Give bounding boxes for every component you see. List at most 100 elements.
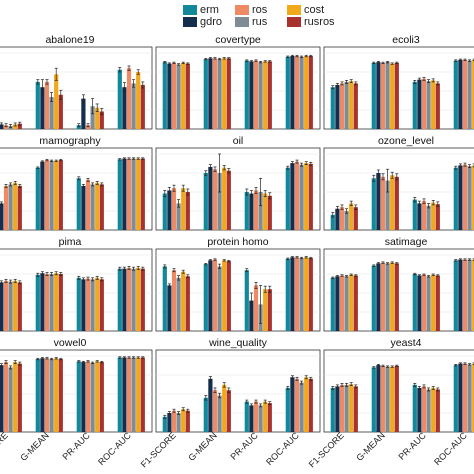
- bar: [217, 395, 222, 432]
- bar: [226, 261, 231, 331]
- bar: [290, 56, 295, 129]
- bar: [167, 413, 172, 432]
- bar: [212, 259, 218, 331]
- panel-frame: [0, 147, 153, 231]
- bar: [203, 173, 208, 230]
- panel-title: pima: [59, 236, 82, 248]
- bar: [81, 185, 86, 230]
- bar: [208, 58, 213, 129]
- bar: [462, 59, 468, 130]
- bar: [244, 270, 249, 331]
- bar: [171, 410, 177, 432]
- bar: [208, 260, 213, 331]
- bar: [304, 257, 309, 331]
- bar: [458, 259, 463, 331]
- bar: [308, 378, 313, 432]
- bar: [171, 188, 177, 230]
- bar: [263, 401, 268, 432]
- bar: [412, 199, 417, 230]
- legend-swatch-ros: [235, 5, 249, 15]
- bar: [44, 160, 50, 230]
- bar: [467, 166, 472, 230]
- bar: [304, 56, 309, 129]
- panel-title: mamography: [39, 135, 101, 147]
- bar: [353, 207, 358, 230]
- legend-swatch-gdro: [183, 17, 197, 27]
- bar: [49, 359, 54, 432]
- bar: [376, 173, 381, 230]
- legend-label-erm: erm: [200, 4, 219, 16]
- bar: [462, 363, 468, 432]
- legend-swatch-erm: [183, 5, 197, 15]
- bar: [390, 175, 395, 230]
- bar: [176, 64, 181, 129]
- bar: [335, 386, 340, 432]
- bar: [417, 79, 422, 129]
- bar: [99, 111, 104, 129]
- legend-label-rusros: rusros: [304, 16, 335, 28]
- bar: [330, 87, 335, 129]
- bar: [467, 60, 472, 129]
- bar: [35, 359, 40, 432]
- bar: [385, 62, 390, 130]
- bar: [3, 362, 9, 432]
- bar: [267, 403, 272, 432]
- bar: [13, 362, 18, 432]
- bar: [217, 173, 222, 230]
- bar: [371, 62, 376, 129]
- bar: [76, 361, 81, 432]
- bar: [212, 58, 218, 129]
- x-tick-label: G-MEAN: [354, 430, 387, 463]
- bar: [226, 170, 231, 230]
- legend-label-ros: ros: [252, 4, 268, 16]
- bar: [44, 81, 50, 129]
- bar: [244, 192, 249, 230]
- bar: [0, 203, 4, 230]
- bar: [58, 160, 63, 230]
- legend-swatch-rusros: [287, 17, 301, 27]
- bar: [390, 366, 395, 432]
- legend-label-cost: cost: [304, 4, 325, 16]
- bar: [162, 266, 167, 331]
- panel-title: yeast4: [391, 337, 422, 349]
- bar: [339, 83, 345, 129]
- bar: [244, 60, 249, 129]
- bar: [472, 165, 474, 230]
- bar: [217, 59, 222, 129]
- bar: [299, 258, 304, 331]
- bar: [385, 366, 390, 432]
- bar: [117, 268, 122, 331]
- bar: [294, 378, 300, 432]
- bar: [304, 377, 309, 432]
- bar: [117, 159, 122, 230]
- bar: [203, 59, 208, 129]
- bar: [417, 203, 422, 230]
- bar: [44, 274, 50, 331]
- x-tick-label: ROC-AUC: [96, 430, 133, 467]
- bar: [458, 59, 463, 130]
- legend-item-cost: cost: [287, 4, 324, 16]
- bar: [308, 56, 313, 129]
- bar: [253, 60, 259, 129]
- bar: [339, 207, 345, 230]
- bar: [35, 274, 40, 331]
- bar: [435, 389, 440, 432]
- bar: [344, 81, 349, 129]
- bar: [40, 273, 45, 331]
- bar: [380, 176, 386, 230]
- bar: [294, 257, 300, 331]
- bar: [304, 163, 309, 230]
- legend-swatch-cost: [287, 5, 301, 15]
- bar: [0, 365, 4, 432]
- bar: [140, 268, 145, 331]
- bar: [258, 192, 263, 230]
- bar: [394, 62, 399, 129]
- bar: [285, 56, 290, 129]
- bar: [81, 98, 86, 129]
- bar: [203, 264, 208, 331]
- bar: [0, 282, 4, 331]
- bar: [349, 81, 354, 129]
- bar: [99, 279, 104, 331]
- bar: [185, 410, 190, 432]
- bar: [376, 263, 381, 331]
